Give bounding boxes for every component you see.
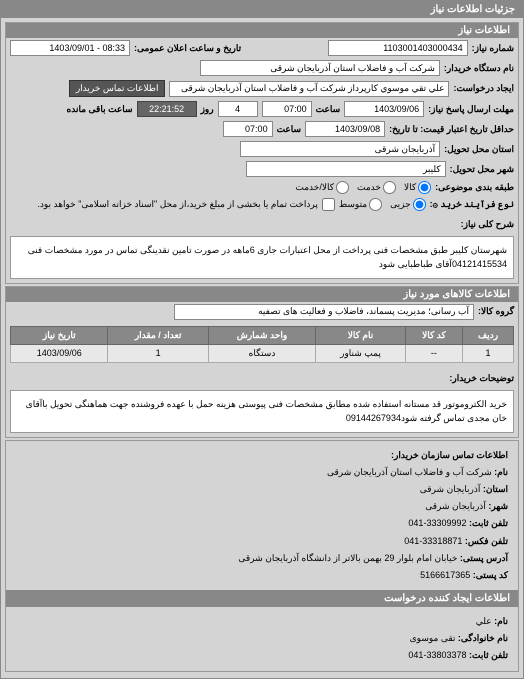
td-name: پمپ شناور bbox=[316, 344, 405, 362]
th-row: ردیف bbox=[463, 326, 514, 344]
rooz-label: روز bbox=[201, 104, 214, 115]
td-code: -- bbox=[405, 344, 462, 362]
category-radio-group: کالا خدمت کالا/خدمت bbox=[295, 181, 431, 194]
remaining-label: ساعت باقی مانده bbox=[67, 104, 133, 115]
province-label: استان محل تحویل: bbox=[444, 144, 514, 155]
need-number-label: شماره نیاز: bbox=[472, 43, 514, 54]
goods-group-label: گروه کالا: bbox=[478, 306, 514, 317]
panel-title: جزئیات اطلاعات نیاز bbox=[1, 1, 523, 18]
th-code: کد کالا bbox=[405, 326, 462, 344]
c-name-label: نام: bbox=[494, 467, 508, 477]
buyer-org-label: نام دستگاه خریدار: bbox=[444, 63, 514, 74]
c-phone: 33309992-041 bbox=[408, 518, 466, 528]
td-row: 1 bbox=[463, 344, 514, 362]
saat-label-2: ساعت bbox=[277, 124, 302, 135]
th-date: تاریخ نیاز bbox=[11, 326, 108, 344]
days-field: 4 bbox=[218, 101, 258, 117]
announce-date-label: تاریخ و ساعت اعلان عمومی: bbox=[134, 43, 241, 54]
province-field: آذربایجان شرقی bbox=[240, 141, 440, 157]
need-description: شهرستان کلیبر طبق مشخصات فنی پرداخت از م… bbox=[10, 236, 514, 279]
table-header-row: ردیف کد کالا نام کالا واحد شمارش تعداد /… bbox=[11, 326, 514, 344]
buyer-org-field: شرکت آب و فاضلاب استان آذربایجان شرقی bbox=[200, 60, 440, 76]
requester-section-title: اطلاعات ایجاد کننده درخواست bbox=[6, 590, 518, 607]
buyer-notes-label: توضیحات خریدار: bbox=[449, 369, 514, 384]
c-postal: 5166617365 bbox=[420, 570, 470, 580]
r-phone-label: تلفن ثابت: bbox=[469, 650, 508, 660]
r-lname-label: نام خانوادگی: bbox=[458, 633, 508, 643]
category-radio-khedmat[interactable]: خدمت bbox=[357, 181, 396, 194]
th-qty: تعداد / مقدار bbox=[108, 326, 208, 344]
c-fax: 33318871-041 bbox=[404, 536, 462, 546]
contact-section-title: اطلاعات تماس سازمان خریدار: bbox=[391, 450, 508, 460]
radio-khedmat-input[interactable] bbox=[383, 181, 396, 194]
c-address-label: آدرس پستی: bbox=[460, 553, 508, 563]
c-phone-label: تلفن ثابت: bbox=[469, 518, 508, 528]
category-radio-kala[interactable]: کالا bbox=[404, 181, 431, 194]
need-info-section: اطلاعات نیاز شماره نیاز: 110300140300043… bbox=[5, 22, 519, 284]
purchase-note: پرداخت تمام یا بخشی از مبلغ خرید،از محل … bbox=[37, 199, 317, 210]
goods-section-title: اطلاعات کالاهای مورد نیاز bbox=[6, 287, 518, 302]
radio-motavaset-input[interactable] bbox=[369, 198, 382, 211]
desc-title-label: شرح کلی نیاز: bbox=[461, 215, 514, 230]
category-radio-both[interactable]: کالا/خدمت bbox=[295, 181, 349, 194]
r-lname: تقی موسوی bbox=[410, 633, 456, 643]
reply-time-field: 07:00 bbox=[262, 101, 312, 117]
td-unit: دستگاه bbox=[208, 344, 316, 362]
category-label: طبقه بندی موضوعی: bbox=[435, 182, 514, 193]
c-city: آذربایجان شرقی bbox=[425, 501, 486, 511]
radio-kala-input[interactable] bbox=[418, 181, 431, 194]
contact-buyer-button[interactable]: اطلاعات تماس خریدار bbox=[69, 80, 166, 97]
r-phone: 33803378-041 bbox=[408, 650, 466, 660]
c-fax-label: تلفن فکس: bbox=[465, 536, 508, 546]
goods-group-field: آب رسانی؛ مدیریت پسماند، فاضلاب و فعالیت… bbox=[174, 304, 474, 320]
table-row[interactable]: 1 -- پمپ شناور دستگاه 1 1403/09/06 bbox=[11, 344, 514, 362]
need-number-field: 1103001403000434 bbox=[328, 40, 468, 56]
price-date-field: 1403/09/08 bbox=[305, 121, 385, 137]
radio-both-input[interactable] bbox=[336, 181, 349, 194]
purchase-type-radio-group: جزیی متوسط bbox=[339, 198, 426, 211]
city-label: شهر محل تحویل: bbox=[450, 164, 514, 175]
purchase-radio-motavaset[interactable]: متوسط bbox=[339, 198, 382, 211]
goods-section: اطلاعات کالاهای مورد نیاز گروه کالا: آب … bbox=[5, 286, 519, 438]
price-validity-label: حداقل تاریخ اعتبار قیمت: تا تاریخ: bbox=[389, 124, 514, 135]
th-name: نام کالا bbox=[316, 326, 405, 344]
reply-date-field: 1403/09/06 bbox=[344, 101, 424, 117]
saat-label-1: ساعت bbox=[316, 104, 341, 115]
td-date: 1403/09/06 bbox=[11, 344, 108, 362]
announce-date-field: 08:33 - 1403/09/01 bbox=[10, 40, 130, 56]
buyer-notes-box: خرید الکتروموتور قد مستانه استفاده شده م… bbox=[10, 390, 514, 433]
c-province-label: استان: bbox=[483, 484, 508, 494]
c-name: شرکت آب و فاضلاب استان آذربایجان شرقی bbox=[327, 467, 492, 477]
c-city-label: شهر: bbox=[488, 501, 508, 511]
c-address: خیابان امام بلوار 29 بهمن بالاتر از دانش… bbox=[238, 553, 457, 563]
purchase-radio-jozi[interactable]: جزیی bbox=[390, 198, 426, 211]
city-field: کلیبر bbox=[246, 161, 446, 177]
creator-label: ایجاد درخواست: bbox=[453, 83, 514, 94]
reply-deadline-label: مهلت ارسال پاسخ نیاز: bbox=[428, 104, 514, 115]
creator-field: علي تقي موسوي کارپرداز شرکت آب و فاضلاب … bbox=[169, 81, 449, 97]
treasury-checkbox[interactable] bbox=[322, 198, 335, 211]
main-panel: جزئیات اطلاعات نیاز اطلاعات نیاز شماره ن… bbox=[0, 0, 524, 679]
radio-jozi-input[interactable] bbox=[413, 198, 426, 211]
contact-section: اطلاعات تماس سازمان خریدار: نام: شرکت آب… bbox=[5, 440, 519, 672]
countdown-field: 22:21:52 bbox=[137, 101, 197, 117]
r-fname: علي bbox=[476, 616, 492, 626]
c-province: آذربایجان شرقی bbox=[420, 484, 481, 494]
need-info-title: اطلاعات نیاز bbox=[6, 23, 518, 38]
purchase-type-label: نوع فرآیند خرید ۞: bbox=[430, 199, 514, 210]
td-qty: 1 bbox=[108, 344, 208, 362]
price-time-field: 07:00 bbox=[223, 121, 273, 137]
goods-table: ردیف کد کالا نام کالا واحد شمارش تعداد /… bbox=[10, 326, 514, 363]
r-fname-label: نام: bbox=[494, 616, 508, 626]
th-unit: واحد شمارش bbox=[208, 326, 316, 344]
c-postal-label: کد پستی: bbox=[473, 570, 508, 580]
